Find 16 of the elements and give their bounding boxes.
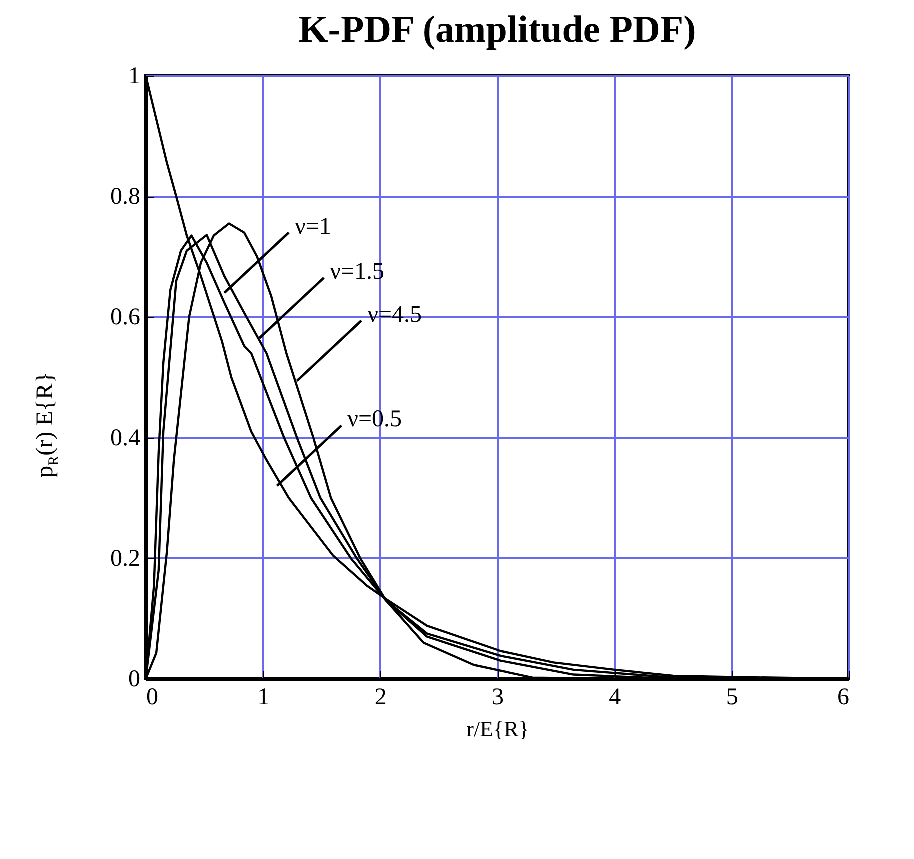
annotation: ν=1 [294, 214, 332, 240]
y-tick-label: 1 [128, 64, 140, 90]
x-tick-label: 3 [492, 684, 504, 710]
y-tick-label: 0.4 [110, 425, 140, 452]
x-tick-label: 4 [609, 684, 622, 710]
y-tick-label: 0 [128, 666, 140, 692]
x-tick-label: 6 [838, 684, 850, 710]
y-tick-label: 0.6 [110, 304, 140, 331]
x-tick-label: 2 [374, 684, 387, 710]
x-tick-label: 5 [726, 684, 738, 710]
x-tick-label: 0 [146, 684, 158, 710]
chart-title: K-PDF (amplitude PDF) [298, 9, 696, 51]
x-tick-label: 1 [258, 684, 270, 710]
x-axis-title: r/E{R} [466, 716, 530, 742]
y-tick-label: 0.2 [110, 546, 140, 572]
y-tick-label: 0.8 [110, 184, 140, 210]
